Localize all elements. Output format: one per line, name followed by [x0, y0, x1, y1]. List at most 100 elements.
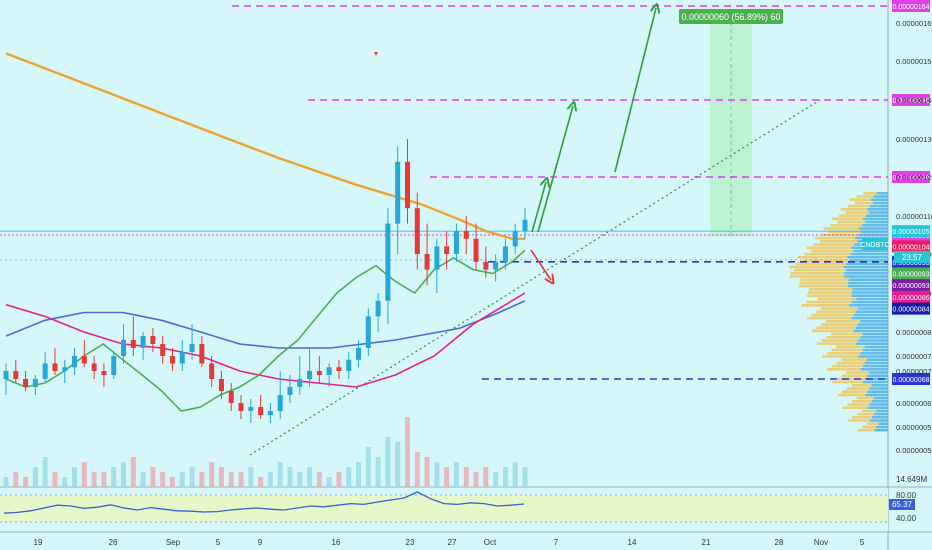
profile-bar-buy [865, 377, 888, 381]
profile-bar-sell [836, 345, 865, 349]
candle-body [179, 352, 185, 364]
profile-bar-buy [871, 416, 888, 419]
profile-bar-sell [857, 428, 875, 432]
volume-bar [160, 472, 166, 487]
profile-bar-sell [789, 275, 844, 278]
profile-bar-sell [842, 406, 868, 409]
profile-bar-sell [836, 361, 865, 365]
axis-badge-label: 0.00000093 [893, 283, 930, 290]
volume-bar [404, 417, 410, 487]
profile-bar-buy [851, 294, 888, 297]
price-tick-label: 0.00000120 [896, 173, 932, 182]
price-tick-label: 0.00000056 [896, 423, 932, 432]
profile-bar-sell [826, 336, 861, 339]
profile-bar-buy [858, 355, 888, 358]
candle-body [140, 336, 146, 348]
level-badge-label: 0.00000164 [893, 4, 930, 11]
profile-bar-sell [826, 352, 861, 355]
candle-body [522, 219, 528, 232]
profile-bar-sell [866, 422, 879, 425]
profile-bar-buy [870, 198, 888, 201]
level-badge-label: 0.00000140 [893, 98, 930, 105]
profile-bar-sell [821, 323, 858, 326]
profile-bar-sell [862, 425, 877, 429]
profile-bar-sell [799, 281, 849, 285]
candle-body [473, 238, 479, 262]
candle-body [228, 391, 234, 403]
profile-bar-buy [862, 224, 888, 227]
moving-averages [5, 52, 526, 412]
candle-body [189, 344, 195, 352]
profile-bar-sell [846, 387, 870, 390]
profile-bar-buy [855, 310, 888, 313]
profile-bar-buy [851, 316, 888, 320]
profile-bar-buy [862, 364, 888, 368]
profile-bar-buy [865, 220, 888, 224]
countdown-bg [894, 251, 930, 263]
volume-bar [238, 472, 244, 487]
candle-body [453, 231, 459, 254]
level-badge-label: 0.00000098 [893, 260, 930, 267]
volume-bar [111, 467, 117, 487]
time-tick-label: 26 [109, 538, 118, 547]
profile-bar-sell [806, 246, 852, 249]
volume-bar [179, 472, 185, 487]
volume-bar [62, 477, 68, 487]
volume-bar [42, 457, 48, 487]
volume-bar [346, 467, 352, 487]
candle-body [101, 371, 107, 375]
volume-bar [169, 477, 175, 487]
candle-body [365, 316, 371, 348]
profile-bar-buy [858, 227, 888, 230]
profile-bar-sell [826, 320, 861, 323]
profile-bar-buy [857, 307, 888, 310]
axis-badge [892, 225, 930, 238]
profile-bar-buy [860, 320, 888, 323]
profile-bar-sell [852, 400, 872, 403]
axis-badge-label: 0.00000084 [893, 307, 930, 314]
profile-bar-buy [848, 278, 888, 281]
countdown: 23:57 [902, 253, 923, 262]
candle-body [209, 363, 215, 379]
axis-badge [892, 240, 930, 253]
moving-average-line [5, 52, 525, 241]
time-tick-label: 19 [34, 538, 43, 547]
volume-bar [130, 457, 136, 487]
profile-bar-sell [821, 339, 859, 342]
candle-body [218, 379, 224, 391]
profile-bar-sell [861, 409, 877, 413]
profile-bar-sell [830, 224, 863, 227]
candle-body [199, 344, 205, 364]
volume-bar [267, 472, 273, 487]
level-badge [892, 373, 930, 385]
profile-bar-buy [851, 300, 888, 304]
profile-bar-sell [790, 272, 845, 275]
volume-bar [307, 467, 313, 487]
axis-badge-label: 0.00000105 [893, 229, 930, 236]
moving-average-line [5, 249, 526, 412]
measure-label-bg [679, 9, 783, 24]
profile-bar-sell [806, 300, 852, 304]
volume-bar [121, 462, 127, 487]
price-tick-label: 0.00000140 [896, 96, 932, 105]
profile-bar-sell [816, 326, 856, 329]
candle-body [121, 340, 127, 356]
candle-body [287, 387, 293, 395]
candle-body [81, 356, 87, 364]
rsi-band [0, 495, 888, 522]
volume-bar [287, 467, 293, 487]
candle-body [238, 403, 244, 411]
profile-bar-buy [856, 297, 888, 301]
profile-bar-sell [863, 192, 877, 195]
candle-body [502, 246, 508, 262]
profile-bar-buy [862, 217, 888, 221]
profile-bar-sell [794, 268, 846, 272]
rsi-current: 65.37 [892, 500, 913, 509]
candle-body [404, 161, 410, 209]
profile-bar-sell [831, 332, 863, 336]
time-tick-label: Nov [814, 538, 828, 547]
volume-bar [91, 472, 97, 487]
axis-badge [892, 267, 930, 280]
profile-bar-buy [869, 387, 888, 390]
